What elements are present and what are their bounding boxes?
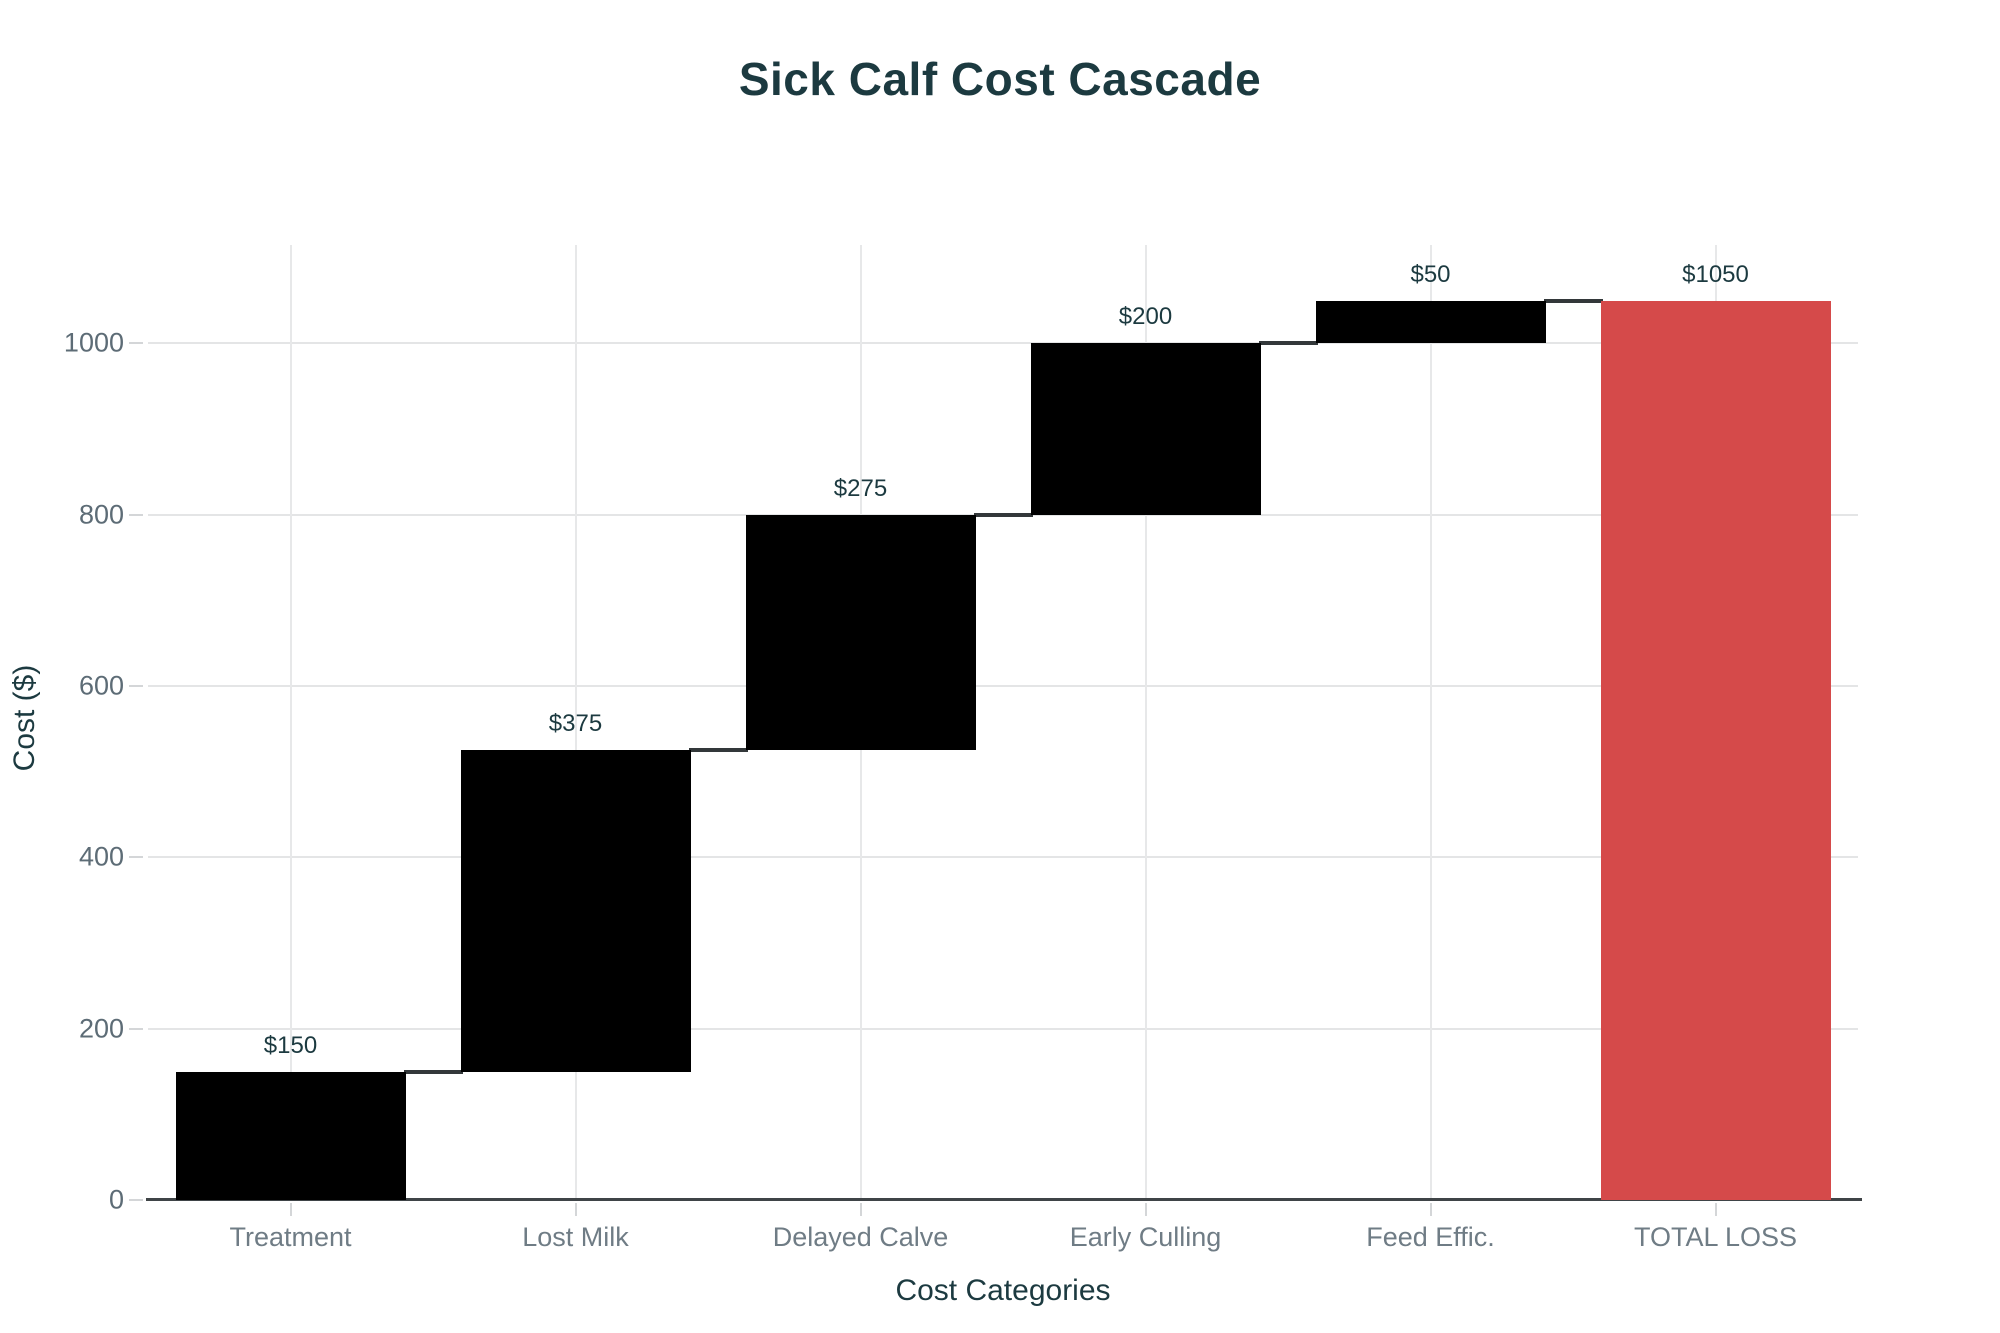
category-label: Feed Effic. [1366, 1222, 1495, 1252]
bar-feed-effic[interactable] [1315, 300, 1546, 344]
bar-connector [403, 1069, 463, 1074]
y-tick-mark [129, 685, 143, 688]
y-tick-label: 200 [78, 1013, 124, 1044]
bar-connector [1258, 341, 1318, 346]
y-tick-label: 1000 [63, 327, 124, 358]
bar-delayed-calve[interactable] [745, 514, 976, 751]
x-tick-mark [1429, 1203, 1432, 1216]
category-label: Treatment [229, 1222, 352, 1252]
bar-lost-milk[interactable] [460, 750, 691, 1072]
y-tick-label: 0 [108, 1184, 124, 1215]
y-tick-mark [129, 342, 143, 345]
value-label: $50 [1410, 260, 1451, 288]
h-gridline [148, 1027, 1858, 1030]
x-tick-mark [574, 1203, 577, 1216]
x-tick-mark [859, 1203, 862, 1216]
value-label: $150 [263, 1031, 318, 1059]
v-gridline [289, 245, 292, 1200]
h-gridline [148, 342, 1858, 345]
value-label: $200 [1118, 303, 1173, 331]
bar-connector [688, 748, 748, 753]
x-axis-title: Cost Categories [895, 1274, 1111, 1307]
y-axis-title: Cost ($) [8, 664, 41, 772]
h-gridline [148, 856, 1858, 859]
y-tick-label: 600 [78, 670, 124, 701]
y-tick-mark [129, 856, 143, 859]
bar-connector [973, 512, 1033, 517]
y-tick-mark [129, 513, 143, 516]
chart-title: Sick Calf Cost Cascade [738, 53, 1262, 105]
x-axis-line [146, 1198, 1862, 1201]
h-gridline [148, 685, 1858, 688]
x-tick-mark [1144, 1203, 1147, 1216]
bar-treatment[interactable] [175, 1071, 406, 1200]
v-gridline [574, 245, 577, 1200]
y-tick-label: 800 [78, 499, 124, 530]
category-label: Delayed Calve [772, 1222, 949, 1252]
v-gridline [1144, 245, 1147, 1200]
bar-total-loss[interactable] [1600, 300, 1831, 1200]
x-tick-mark [1714, 1203, 1717, 1216]
x-tick-mark [289, 1203, 292, 1216]
category-label: Lost Milk [522, 1222, 629, 1252]
category-label: Early Culling [1069, 1222, 1222, 1252]
plot-area: 0 200 400 600 800 1000 Treatment Lost Milk Delay… [64, 245, 1862, 1252]
value-label: $275 [833, 474, 888, 502]
value-label: $375 [548, 710, 603, 738]
value-label: $1050 [1682, 260, 1749, 288]
category-label: TOTAL LOSS [1633, 1222, 1798, 1252]
bar-early-culling[interactable] [1030, 343, 1261, 515]
bar-connector [1543, 298, 1603, 303]
y-tick-mark [129, 1199, 143, 1201]
v-gridline [1429, 245, 1432, 1200]
y-tick-label: 400 [78, 841, 124, 872]
y-tick-mark [129, 1027, 143, 1030]
